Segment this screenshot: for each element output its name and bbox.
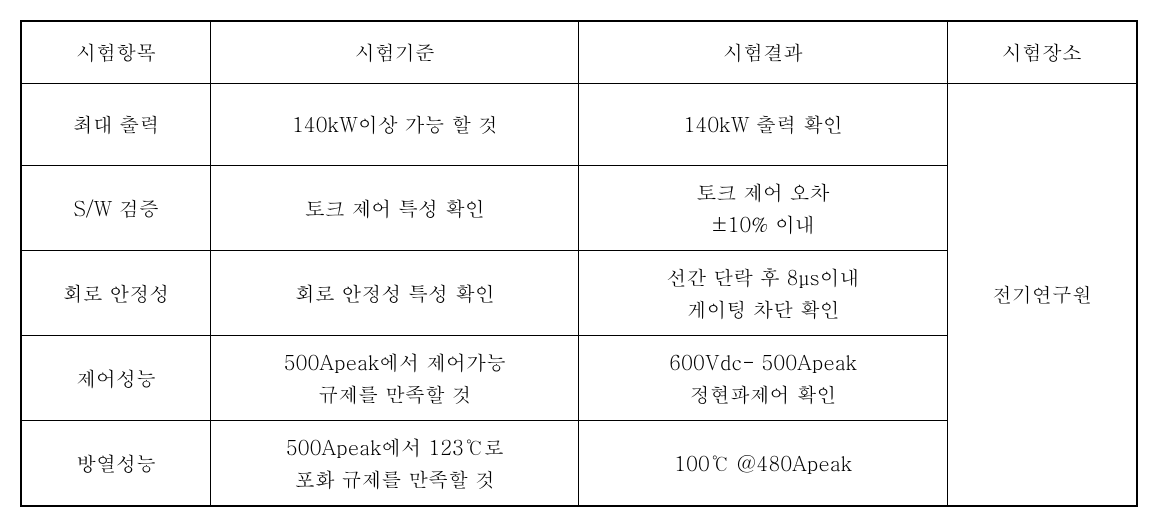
- cell-item: 회로 안정성: [21, 250, 211, 335]
- test-table-container: 시험항목 시험기준 시험결과 시험장소 최대 출력 140kW이상 가능 할 것…: [20, 20, 1138, 507]
- header-row: 시험항목 시험기준 시험결과 시험장소: [21, 21, 1137, 83]
- table-body: 최대 출력 140kW이상 가능 할 것 140kW 출력 확인 전기연구원 S…: [21, 83, 1137, 506]
- cell-item: 제어성능: [21, 335, 211, 420]
- cell-criteria: 500Apeak에서 제어가능규제를 만족할 것: [211, 335, 579, 420]
- table-row: 최대 출력 140kW이상 가능 할 것 140kW 출력 확인 전기연구원: [21, 83, 1137, 165]
- cell-result: 140kW 출력 확인: [579, 83, 947, 165]
- cell-result: 선간 단락 후 8µs이내게이팅 차단 확인: [579, 250, 947, 335]
- cell-result: 100℃ @480Apeak: [579, 420, 947, 506]
- cell-item: 방열성능: [21, 420, 211, 506]
- cell-criteria: 140kW이상 가능 할 것: [211, 83, 579, 165]
- header-location: 시험장소: [947, 21, 1137, 83]
- cell-criteria: 회로 안정성 특성 확인: [211, 250, 579, 335]
- cell-criteria: 500Apeak에서 123℃로포화 규제를 만족할 것: [211, 420, 579, 506]
- cell-item: S/W 검증: [21, 165, 211, 250]
- header-result: 시험결과: [579, 21, 947, 83]
- header-item: 시험항목: [21, 21, 211, 83]
- header-criteria: 시험기준: [211, 21, 579, 83]
- test-results-table: 시험항목 시험기준 시험결과 시험장소 최대 출력 140kW이상 가능 할 것…: [20, 20, 1138, 507]
- cell-criteria: 토크 제어 특성 확인: [211, 165, 579, 250]
- cell-item: 최대 출력: [21, 83, 211, 165]
- cell-result: 600Vdc- 500Apeak정현파제어 확인: [579, 335, 947, 420]
- cell-result: 토크 제어 오차±10% 이내: [579, 165, 947, 250]
- cell-location: 전기연구원: [947, 83, 1137, 506]
